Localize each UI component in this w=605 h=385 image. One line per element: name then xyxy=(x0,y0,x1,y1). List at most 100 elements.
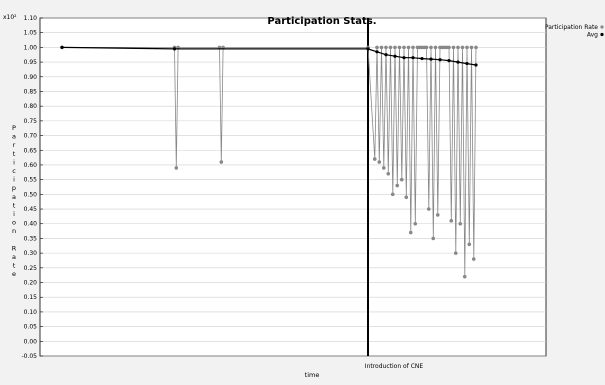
data-point xyxy=(465,61,469,66)
y-tick-label: -0.05 xyxy=(21,353,37,360)
data-point xyxy=(402,45,406,50)
data-point xyxy=(408,230,413,235)
data-point xyxy=(375,45,379,50)
data-point xyxy=(429,57,433,61)
y-multiplier-label: x10² xyxy=(3,14,17,21)
series-line xyxy=(62,47,477,277)
data-point xyxy=(453,251,458,255)
y-tick-label: 0.50 xyxy=(24,191,38,198)
y-tick-label: 0.00 xyxy=(24,338,38,345)
y-tick-label: 1.00 xyxy=(24,44,38,51)
data-point xyxy=(447,59,451,63)
data-point xyxy=(458,221,463,226)
y-tick-label: 0.40 xyxy=(24,221,38,228)
y-tick-label: 0.95 xyxy=(24,59,38,66)
data-point xyxy=(467,242,472,247)
y-tick-label: 1.05 xyxy=(24,30,38,37)
y-axis-label-char: R xyxy=(12,244,17,252)
y-tick-label: 1.10 xyxy=(24,15,38,22)
y-tick-label: 0.60 xyxy=(24,162,38,169)
data-point xyxy=(379,45,384,50)
data-point xyxy=(424,45,429,50)
data-point xyxy=(460,45,465,50)
data-point xyxy=(469,45,474,50)
data-point xyxy=(393,45,397,50)
data-point xyxy=(451,45,456,50)
y-axis-label-char: o xyxy=(12,219,16,227)
y-tick-label: 0.30 xyxy=(24,250,38,257)
y-tick-label: 0.65 xyxy=(24,147,38,154)
data-point xyxy=(377,160,382,164)
y-tick-label: 0.20 xyxy=(24,280,38,287)
data-point xyxy=(411,45,415,50)
data-point xyxy=(172,47,177,51)
data-point xyxy=(375,50,379,54)
data-point xyxy=(462,274,467,279)
data-point xyxy=(372,157,377,161)
data-point xyxy=(426,207,431,211)
data-point xyxy=(449,219,454,223)
data-point xyxy=(456,45,460,50)
y-axis-label-char: p xyxy=(12,184,16,192)
y-tick-label: 0.25 xyxy=(24,265,38,272)
data-point xyxy=(174,166,179,170)
data-point xyxy=(420,56,424,61)
data-point xyxy=(447,45,451,50)
event-marker-label: Introduction of CNE xyxy=(365,363,424,370)
y-axis-label-char: n xyxy=(12,227,16,235)
y-axis-label-char: a xyxy=(12,133,16,141)
data-point xyxy=(390,192,395,197)
data-point xyxy=(406,45,411,50)
data-point xyxy=(219,160,224,164)
data-point xyxy=(465,45,469,50)
y-tick-label: 0.35 xyxy=(24,235,38,242)
data-point xyxy=(366,47,370,51)
data-point xyxy=(384,45,388,50)
data-point xyxy=(433,45,438,50)
data-point xyxy=(399,177,404,182)
data-point xyxy=(471,257,476,261)
series-0 xyxy=(60,45,478,279)
legend-swatch xyxy=(600,32,604,37)
data-point xyxy=(388,45,393,50)
y-tick-label: 0.75 xyxy=(24,118,38,125)
data-point xyxy=(381,166,386,170)
y-axis-label-char: i xyxy=(13,210,15,218)
y-tick-label: 0.70 xyxy=(24,133,38,140)
legend-swatch xyxy=(600,25,604,29)
y-tick-label: 0.80 xyxy=(24,103,38,110)
y-axis-label-char: P xyxy=(12,124,16,132)
y-axis-label-char: r xyxy=(13,141,16,149)
data-point xyxy=(474,63,478,67)
data-point xyxy=(456,60,460,64)
y-axis-label-char: t xyxy=(13,150,16,158)
data-point xyxy=(386,171,391,176)
data-point xyxy=(217,45,222,50)
data-point xyxy=(384,53,388,57)
data-point xyxy=(397,45,402,50)
y-axis-label-char: a xyxy=(12,253,16,261)
data-point xyxy=(221,45,225,50)
data-point xyxy=(395,183,400,188)
y-axis-label-char: t xyxy=(13,262,16,270)
y-tick-label: 0.45 xyxy=(24,206,38,213)
plot-area xyxy=(39,17,547,357)
data-point xyxy=(176,45,180,50)
chart-title: Participation Stats. xyxy=(267,16,376,27)
y-axis-label-char: a xyxy=(12,193,16,201)
y-tick-label: 0.15 xyxy=(24,294,38,301)
data-point xyxy=(435,213,440,217)
y-tick-label: 0.05 xyxy=(24,324,38,331)
y-tick-label: 0.90 xyxy=(24,74,38,81)
y-tick-label: 0.85 xyxy=(24,88,38,95)
y-axis-label-char: i xyxy=(13,158,15,166)
data-point xyxy=(402,56,406,60)
data-point xyxy=(411,56,415,60)
x-axis-label: time xyxy=(305,371,320,379)
series-layer xyxy=(60,45,478,279)
y-axis-label-char: c xyxy=(12,167,16,175)
